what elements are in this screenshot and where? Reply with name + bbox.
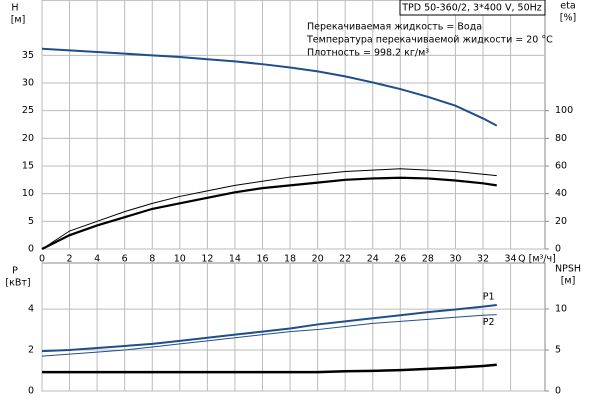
y-tick-label: 15 bbox=[22, 161, 34, 172]
x-tick-label: 34 bbox=[505, 254, 517, 265]
y-axis-label: [кВт] bbox=[5, 278, 30, 289]
y2-axis-label: NPSH bbox=[555, 264, 581, 275]
y2-tick-label: 40 bbox=[555, 188, 567, 199]
series-label: P1 bbox=[483, 291, 495, 302]
y2-tick-label: 60 bbox=[555, 161, 567, 172]
y2-axis-label: eta bbox=[560, 1, 575, 12]
x-tick-label: 2 bbox=[67, 254, 73, 265]
x-tick-label: 28 bbox=[422, 254, 434, 265]
series-line bbox=[41, 176, 497, 250]
y2-tick-label: 0 bbox=[555, 386, 561, 397]
annotation: Перекачиваемая жидкость = Вода bbox=[307, 22, 482, 33]
y2-tick-label: 5 bbox=[555, 344, 561, 355]
series-line bbox=[41, 47, 498, 127]
y-tick-label: 0 bbox=[28, 386, 34, 397]
x-tick-label: 32 bbox=[477, 254, 489, 265]
x-tick-label: 30 bbox=[449, 254, 461, 265]
y2-tick-label: 0 bbox=[555, 244, 561, 255]
y-axis-label: P bbox=[12, 266, 18, 277]
y-tick-label: 4 bbox=[28, 304, 34, 315]
x-tick-label: 6 bbox=[122, 254, 128, 265]
y-tick-label: 25 bbox=[22, 105, 34, 116]
y-tick-label: 10 bbox=[22, 188, 34, 199]
y2-tick-label: 80 bbox=[555, 133, 567, 144]
x-axis-label: Q [м³/ч] bbox=[518, 254, 556, 265]
series-line bbox=[41, 168, 497, 250]
x-tick-label: 4 bbox=[94, 254, 100, 265]
annotation: Плотность = 998.2 кг/м³ bbox=[307, 48, 429, 59]
y2-tick-label: 100 bbox=[555, 105, 573, 116]
x-tick-label: 16 bbox=[256, 254, 268, 265]
series-line bbox=[41, 303, 497, 353]
y-tick-label: 20 bbox=[22, 133, 34, 144]
y2-axis-label: [%] bbox=[560, 13, 576, 24]
x-tick-label: 26 bbox=[394, 254, 406, 265]
y-tick-label: 2 bbox=[28, 345, 34, 356]
x-tick-label: 10 bbox=[174, 254, 186, 265]
title-box bbox=[399, 0, 546, 16]
y2-tick-label: 20 bbox=[555, 216, 567, 227]
x-tick-label: 20 bbox=[312, 254, 324, 265]
x-tick-label: 12 bbox=[201, 254, 213, 265]
y2-axis-label: [м] bbox=[561, 276, 576, 287]
x-tick-label: 22 bbox=[339, 254, 351, 265]
series-line bbox=[42, 363, 497, 374]
chart-title: TPD 50-360/2, 3*400 V, 50Hz bbox=[401, 3, 542, 14]
x-tick-label: 18 bbox=[284, 254, 296, 265]
x-tick-label: 8 bbox=[149, 254, 155, 265]
x-tick-label: 24 bbox=[367, 254, 379, 265]
y-tick-label: 35 bbox=[22, 50, 34, 61]
y-axis-label: H bbox=[11, 3, 18, 14]
y-tick-label: 5 bbox=[28, 216, 34, 227]
x-tick-label: 14 bbox=[229, 254, 241, 265]
series-line bbox=[41, 314, 497, 357]
y-axis-label: [м] bbox=[11, 15, 26, 26]
y-tick-label: 0 bbox=[28, 244, 34, 255]
x-tick-label: 0 bbox=[39, 254, 45, 265]
annotation: Температура перекачиваемой жидкости = 20… bbox=[306, 35, 553, 46]
series-label: P2 bbox=[483, 317, 495, 328]
y-tick-label: 30 bbox=[22, 78, 34, 89]
y2-tick-label: 10 bbox=[555, 303, 567, 314]
